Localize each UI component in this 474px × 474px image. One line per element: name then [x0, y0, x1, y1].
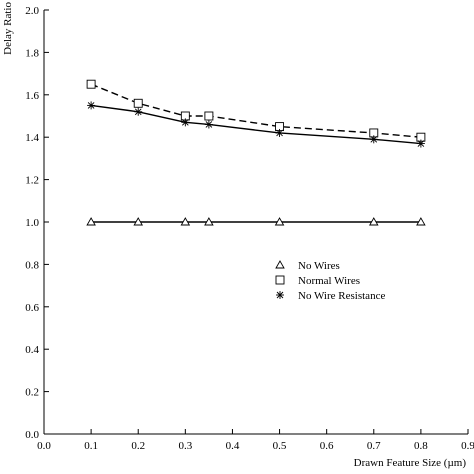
y-tick-label: 1.8 [25, 47, 39, 59]
y-tick-label: 1.6 [25, 90, 39, 102]
x-tick-label: 0.3 [178, 440, 192, 452]
data-point-normal-wires [133, 98, 143, 108]
data-point-no-wires [133, 217, 143, 226]
y-tick-label: 0.6 [25, 302, 39, 314]
y-tick-label: 0.2 [25, 387, 39, 399]
series-layer [86, 79, 426, 226]
y-tick-label: 0.0 [25, 429, 39, 441]
data-point-no-wire-resistance [134, 107, 143, 116]
legend-marker-normal-wires [275, 275, 285, 285]
data-point-no-wires [204, 217, 214, 226]
data-point-no-wire-resistance [204, 120, 213, 129]
legend: No Wires Normal Wires No Wire Resistance [275, 260, 385, 302]
y-tick-label: 0.4 [25, 344, 39, 356]
x-tick-label: 0.4 [226, 440, 240, 452]
x-tick-label: 0.7 [367, 440, 381, 452]
data-point-no-wires [274, 217, 285, 226]
series-line-no-wire-resistance [91, 104, 421, 145]
data-point-no-wire-resistance [416, 139, 425, 148]
series-no-wires [86, 217, 426, 226]
legend-marker-no-wire-resistance [276, 291, 284, 299]
legend-label-no-wires: No Wires [298, 260, 340, 272]
y-axis-label: Delay Ratio [2, 2, 14, 55]
legend-label-normal-wires: Normal Wires [298, 275, 360, 287]
y-tick-label: 0.8 [25, 259, 39, 271]
y-tick-label: 1.0 [25, 217, 39, 229]
x-tick-label: 0.2 [131, 440, 145, 452]
y-tick-label: 2.0 [25, 5, 39, 17]
data-point-no-wire-resistance [87, 101, 96, 110]
data-point-no-wires [86, 217, 96, 226]
x-tick-label: 0.0 [37, 440, 51, 452]
y-tick-label: 1.2 [25, 175, 39, 187]
data-point-no-wires [180, 217, 191, 226]
x-axis-label: Drawn Feature Size (µm) [354, 457, 467, 469]
x-tick-label: 0.5 [273, 440, 287, 452]
data-point-no-wire-resistance [369, 135, 378, 144]
x-tick-label: 0.6 [320, 440, 334, 452]
data-point-no-wire-resistance [275, 128, 284, 137]
data-point-no-wires [416, 217, 426, 226]
legend-label-no-wire-resistance: No Wire Resistance [298, 290, 385, 302]
data-point-no-wires [369, 217, 379, 226]
data-point-no-wire-resistance [181, 118, 190, 127]
data-point-normal-wires [204, 111, 214, 121]
x-tick-label: 0.9 [461, 440, 474, 452]
ticks: 0.0 0.2 0.4 0.6 0.8 1.0 1.2 1.4 1.6 1.8 2.0 0.0 0.1 0… [25, 5, 474, 452]
y-tick-label: 1.4 [25, 132, 39, 144]
x-tick-label: 0.1 [84, 440, 98, 452]
legend-marker-no-wires [275, 260, 285, 269]
x-tick-label: 0.8 [414, 440, 428, 452]
data-point-normal-wires [86, 79, 96, 89]
series-no-wire-resistance [87, 101, 425, 148]
